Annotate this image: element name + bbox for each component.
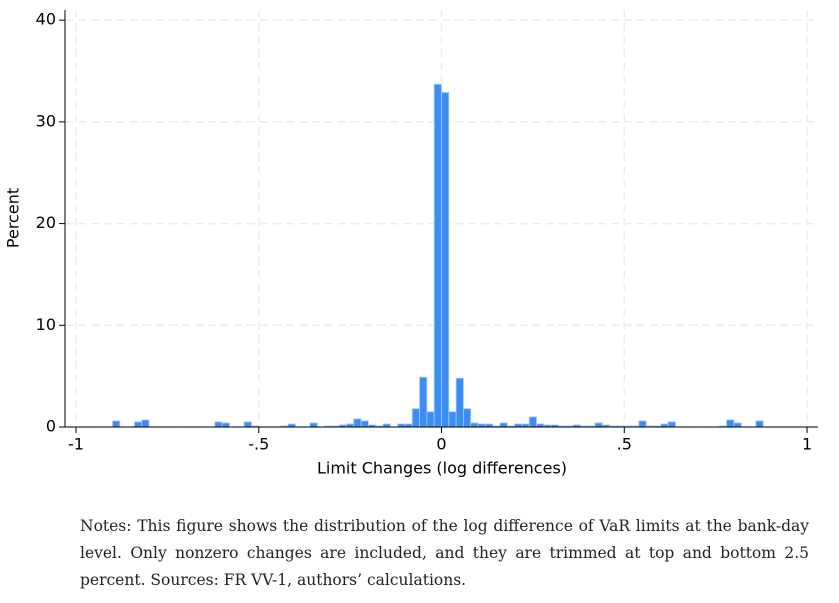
x-tick-label: 0 (436, 435, 446, 454)
bar (448, 411, 457, 428)
x-tick-label: 1 (802, 435, 812, 454)
bar (141, 419, 150, 428)
bar (638, 420, 647, 428)
y-axis-title: Percent (4, 188, 23, 248)
bar (433, 83, 442, 428)
y-tick-label: 10 (36, 315, 56, 334)
bar (528, 416, 537, 428)
note: Notes: This figure shows the distributio… (80, 517, 809, 589)
bar (470, 422, 479, 428)
bar (309, 422, 318, 428)
bar (441, 91, 450, 428)
bar (426, 411, 435, 428)
bar (463, 408, 472, 428)
bar (419, 376, 428, 428)
bar (733, 422, 742, 428)
bar (594, 422, 603, 428)
bar (214, 421, 223, 428)
bar (243, 421, 252, 428)
bar (353, 418, 362, 428)
chart: Limit Changes (log differences) Percent … (4, 10, 818, 478)
y-tick-label: 0 (46, 417, 56, 436)
y-tick-label: 40 (36, 10, 56, 29)
x-axis-title: Limit Changes (log differences) (317, 459, 567, 478)
y-tick-label: 30 (36, 111, 56, 130)
x-tick-label: -1 (68, 435, 84, 454)
bar (221, 422, 230, 428)
bar (499, 422, 508, 428)
bar (755, 420, 764, 428)
x-tick-label: -.5 (248, 435, 269, 454)
y-tick-label: 20 (36, 213, 56, 232)
bar (360, 420, 369, 428)
bar (667, 421, 676, 428)
bar (455, 377, 464, 428)
bar (112, 420, 121, 428)
bar (726, 419, 735, 428)
bar (411, 408, 420, 428)
x-tick-label: .5 (617, 435, 632, 454)
bar (134, 421, 143, 428)
